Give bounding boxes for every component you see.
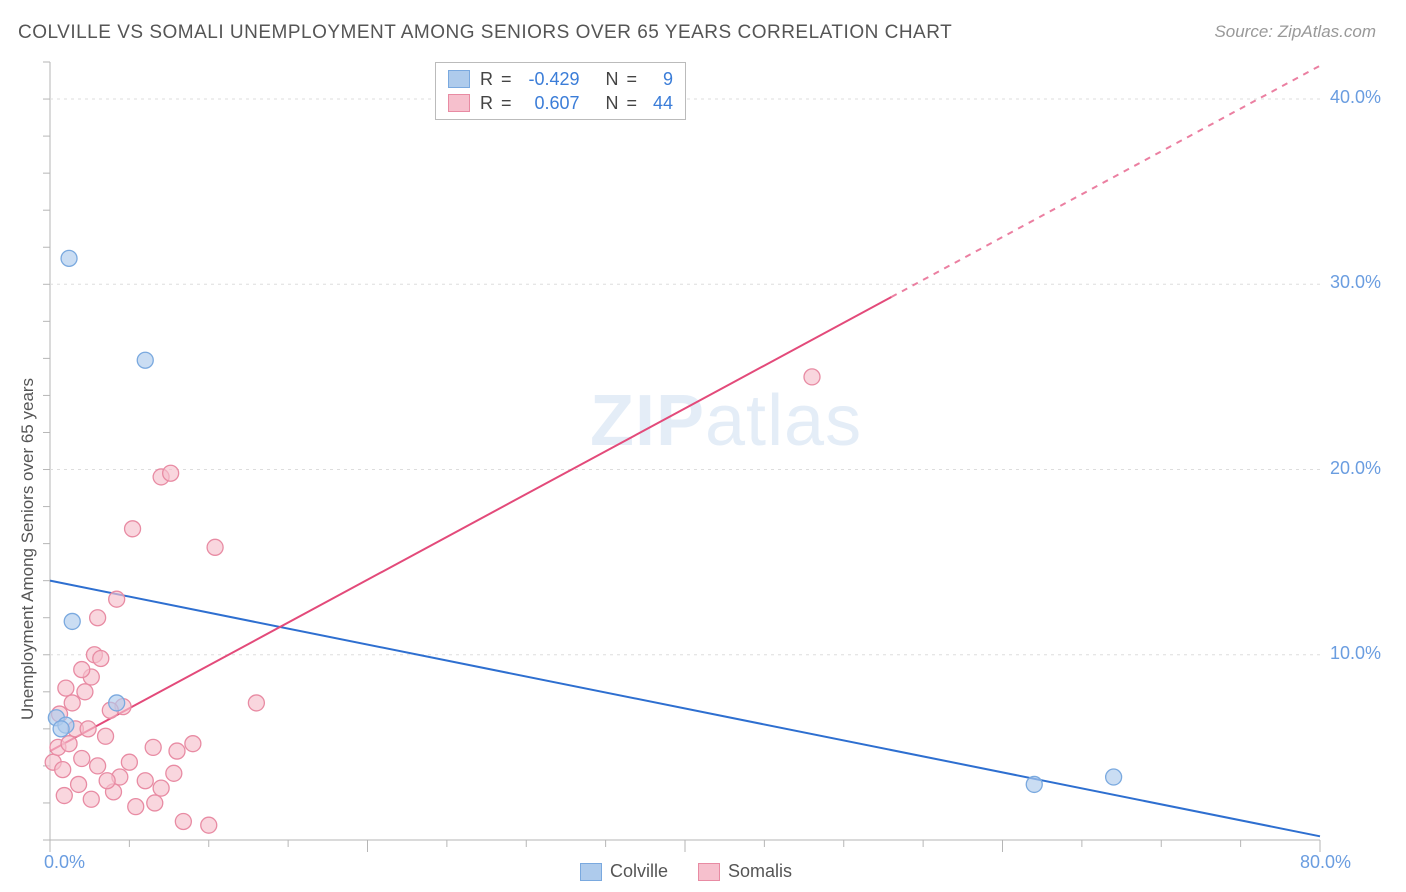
legend-r-value-somalis: 0.607 — [520, 91, 580, 115]
legend-n-value-somalis: 44 — [645, 91, 673, 115]
legend-r-value-colville: -0.429 — [520, 67, 580, 91]
legend-label-somalis: Somalis — [728, 861, 792, 882]
legend-eq: = — [501, 91, 512, 115]
legend-swatch-somalis — [448, 94, 470, 112]
axis-tick-label: 80.0% — [1300, 852, 1351, 873]
legend-row-somalis: R = 0.607 N = 44 — [448, 91, 673, 115]
legend-label-colville: Colville — [610, 861, 668, 882]
chart-container: COLVILLE VS SOMALI UNEMPLOYMENT AMONG SE… — [0, 0, 1406, 892]
legend-eq: = — [627, 67, 638, 91]
correlation-legend: R = -0.429 N = 9 R = 0.607 N = 44 — [435, 62, 686, 120]
legend-item-somalis: Somalis — [698, 861, 792, 882]
legend-eq: = — [627, 91, 638, 115]
series-legend: Colville Somalis — [580, 861, 792, 882]
legend-eq: = — [501, 67, 512, 91]
axis-tick-label: 30.0% — [1330, 272, 1381, 293]
legend-swatch-somalis — [698, 863, 720, 881]
axis-tick-label: 10.0% — [1330, 643, 1381, 664]
legend-n-value-colville: 9 — [645, 67, 673, 91]
axis-tick-label: 0.0% — [44, 852, 85, 873]
legend-swatch-colville — [580, 863, 602, 881]
legend-n-label: N — [606, 91, 619, 115]
legend-swatch-colville — [448, 70, 470, 88]
legend-item-colville: Colville — [580, 861, 668, 882]
axis-tick-label: 20.0% — [1330, 458, 1381, 479]
legend-r-label: R — [480, 91, 493, 115]
legend-n-label: N — [606, 67, 619, 91]
legend-row-colville: R = -0.429 N = 9 — [448, 67, 673, 91]
scatter-plot-svg — [0, 0, 1406, 892]
axis-tick-label: 40.0% — [1330, 87, 1381, 108]
legend-r-label: R — [480, 67, 493, 91]
